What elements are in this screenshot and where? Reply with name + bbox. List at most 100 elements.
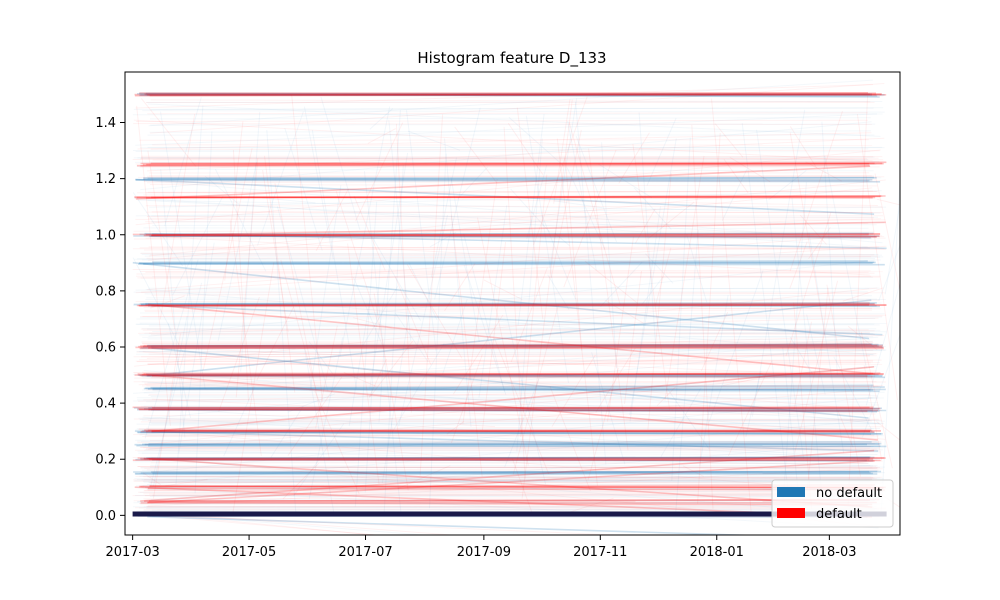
series-line	[148, 179, 886, 257]
series-line	[135, 486, 879, 529]
series-transition	[160, 111, 206, 390]
series-line	[149, 184, 878, 187]
series-line	[132, 457, 874, 460]
series-transition	[282, 463, 319, 500]
series-transition	[503, 126, 526, 479]
series-line	[145, 426, 883, 429]
series-transition	[856, 114, 898, 401]
series-line	[150, 123, 876, 126]
legend-swatch-default	[777, 508, 805, 518]
series-transition	[287, 376, 343, 456]
series-transition	[362, 285, 399, 346]
series-line	[133, 237, 886, 240]
series-transition	[444, 138, 472, 428]
series-transition	[481, 241, 507, 431]
series-line	[146, 505, 870, 508]
series-line	[147, 362, 871, 365]
series-transition	[569, 497, 614, 513]
series-line	[141, 381, 885, 422]
series-line	[136, 195, 882, 199]
series-transition	[223, 385, 256, 457]
series-line	[143, 384, 874, 390]
series-line	[146, 487, 885, 490]
series-line	[140, 161, 887, 165]
series-line	[144, 488, 880, 491]
series-line	[137, 276, 880, 279]
series-transition	[354, 201, 378, 507]
series-line	[146, 195, 886, 199]
series-line	[139, 316, 883, 319]
series-line	[146, 328, 881, 331]
series-line	[143, 370, 884, 437]
series-line	[132, 505, 868, 508]
series-line	[150, 386, 885, 389]
series-line	[139, 443, 880, 445]
series-line	[149, 190, 882, 208]
series-line	[151, 233, 881, 237]
series-line	[138, 505, 877, 509]
series-transition	[508, 116, 564, 167]
series-transition	[507, 122, 544, 175]
series-line	[140, 275, 872, 279]
series-line	[148, 347, 884, 350]
series-line	[136, 479, 875, 482]
series-line	[150, 476, 874, 479]
series-line	[144, 429, 881, 432]
series-transition	[646, 117, 677, 186]
series-line	[151, 508, 879, 511]
x-tick-label: 2018-01	[690, 545, 744, 560]
series-transition	[553, 99, 571, 204]
series-line	[147, 489, 884, 493]
series-transition	[165, 479, 208, 487]
series-line	[134, 287, 878, 367]
series-line	[147, 92, 877, 96]
series-line	[135, 179, 881, 183]
series-line	[132, 248, 887, 250]
x-tick-label: 2017-07	[338, 545, 392, 560]
series-line	[141, 419, 867, 422]
series-line	[145, 366, 873, 446]
series-transition	[756, 129, 805, 459]
series-line	[134, 94, 884, 97]
series-line	[143, 195, 883, 199]
series-line	[152, 276, 873, 278]
series-line	[133, 374, 873, 377]
series-transition	[600, 261, 643, 307]
series-line	[133, 355, 870, 358]
series-transition	[805, 161, 843, 182]
series-line	[143, 508, 886, 511]
series-line	[139, 475, 881, 479]
series-line	[145, 375, 886, 440]
series-transition	[434, 107, 481, 300]
series-line	[141, 452, 878, 455]
series-line	[146, 211, 883, 214]
series-transition	[697, 132, 721, 504]
series-transition	[232, 149, 249, 401]
series-transition	[549, 98, 578, 269]
series-transition	[824, 155, 867, 368]
series-line	[141, 346, 876, 377]
series-line	[140, 466, 885, 469]
series-line	[142, 472, 878, 475]
series-transition	[204, 175, 240, 205]
series-line	[143, 194, 878, 206]
series-transition	[395, 123, 412, 413]
series-transition	[194, 131, 213, 494]
series-transition	[785, 212, 832, 357]
series-transition	[588, 148, 629, 451]
series-line	[150, 471, 871, 474]
series-transition	[634, 208, 656, 244]
series-line	[148, 479, 871, 483]
series-line	[136, 303, 870, 307]
series-line	[148, 408, 880, 412]
series-line	[145, 298, 878, 300]
series-line	[133, 107, 874, 110]
series-transition	[262, 169, 289, 333]
series-line	[137, 457, 873, 508]
y-tick-label: 1.2	[95, 172, 116, 187]
series-line	[135, 458, 867, 462]
y-tick-label: 0.0	[95, 509, 116, 524]
series-transition	[847, 325, 878, 351]
series-transition	[132, 257, 184, 352]
series-line	[142, 480, 870, 483]
